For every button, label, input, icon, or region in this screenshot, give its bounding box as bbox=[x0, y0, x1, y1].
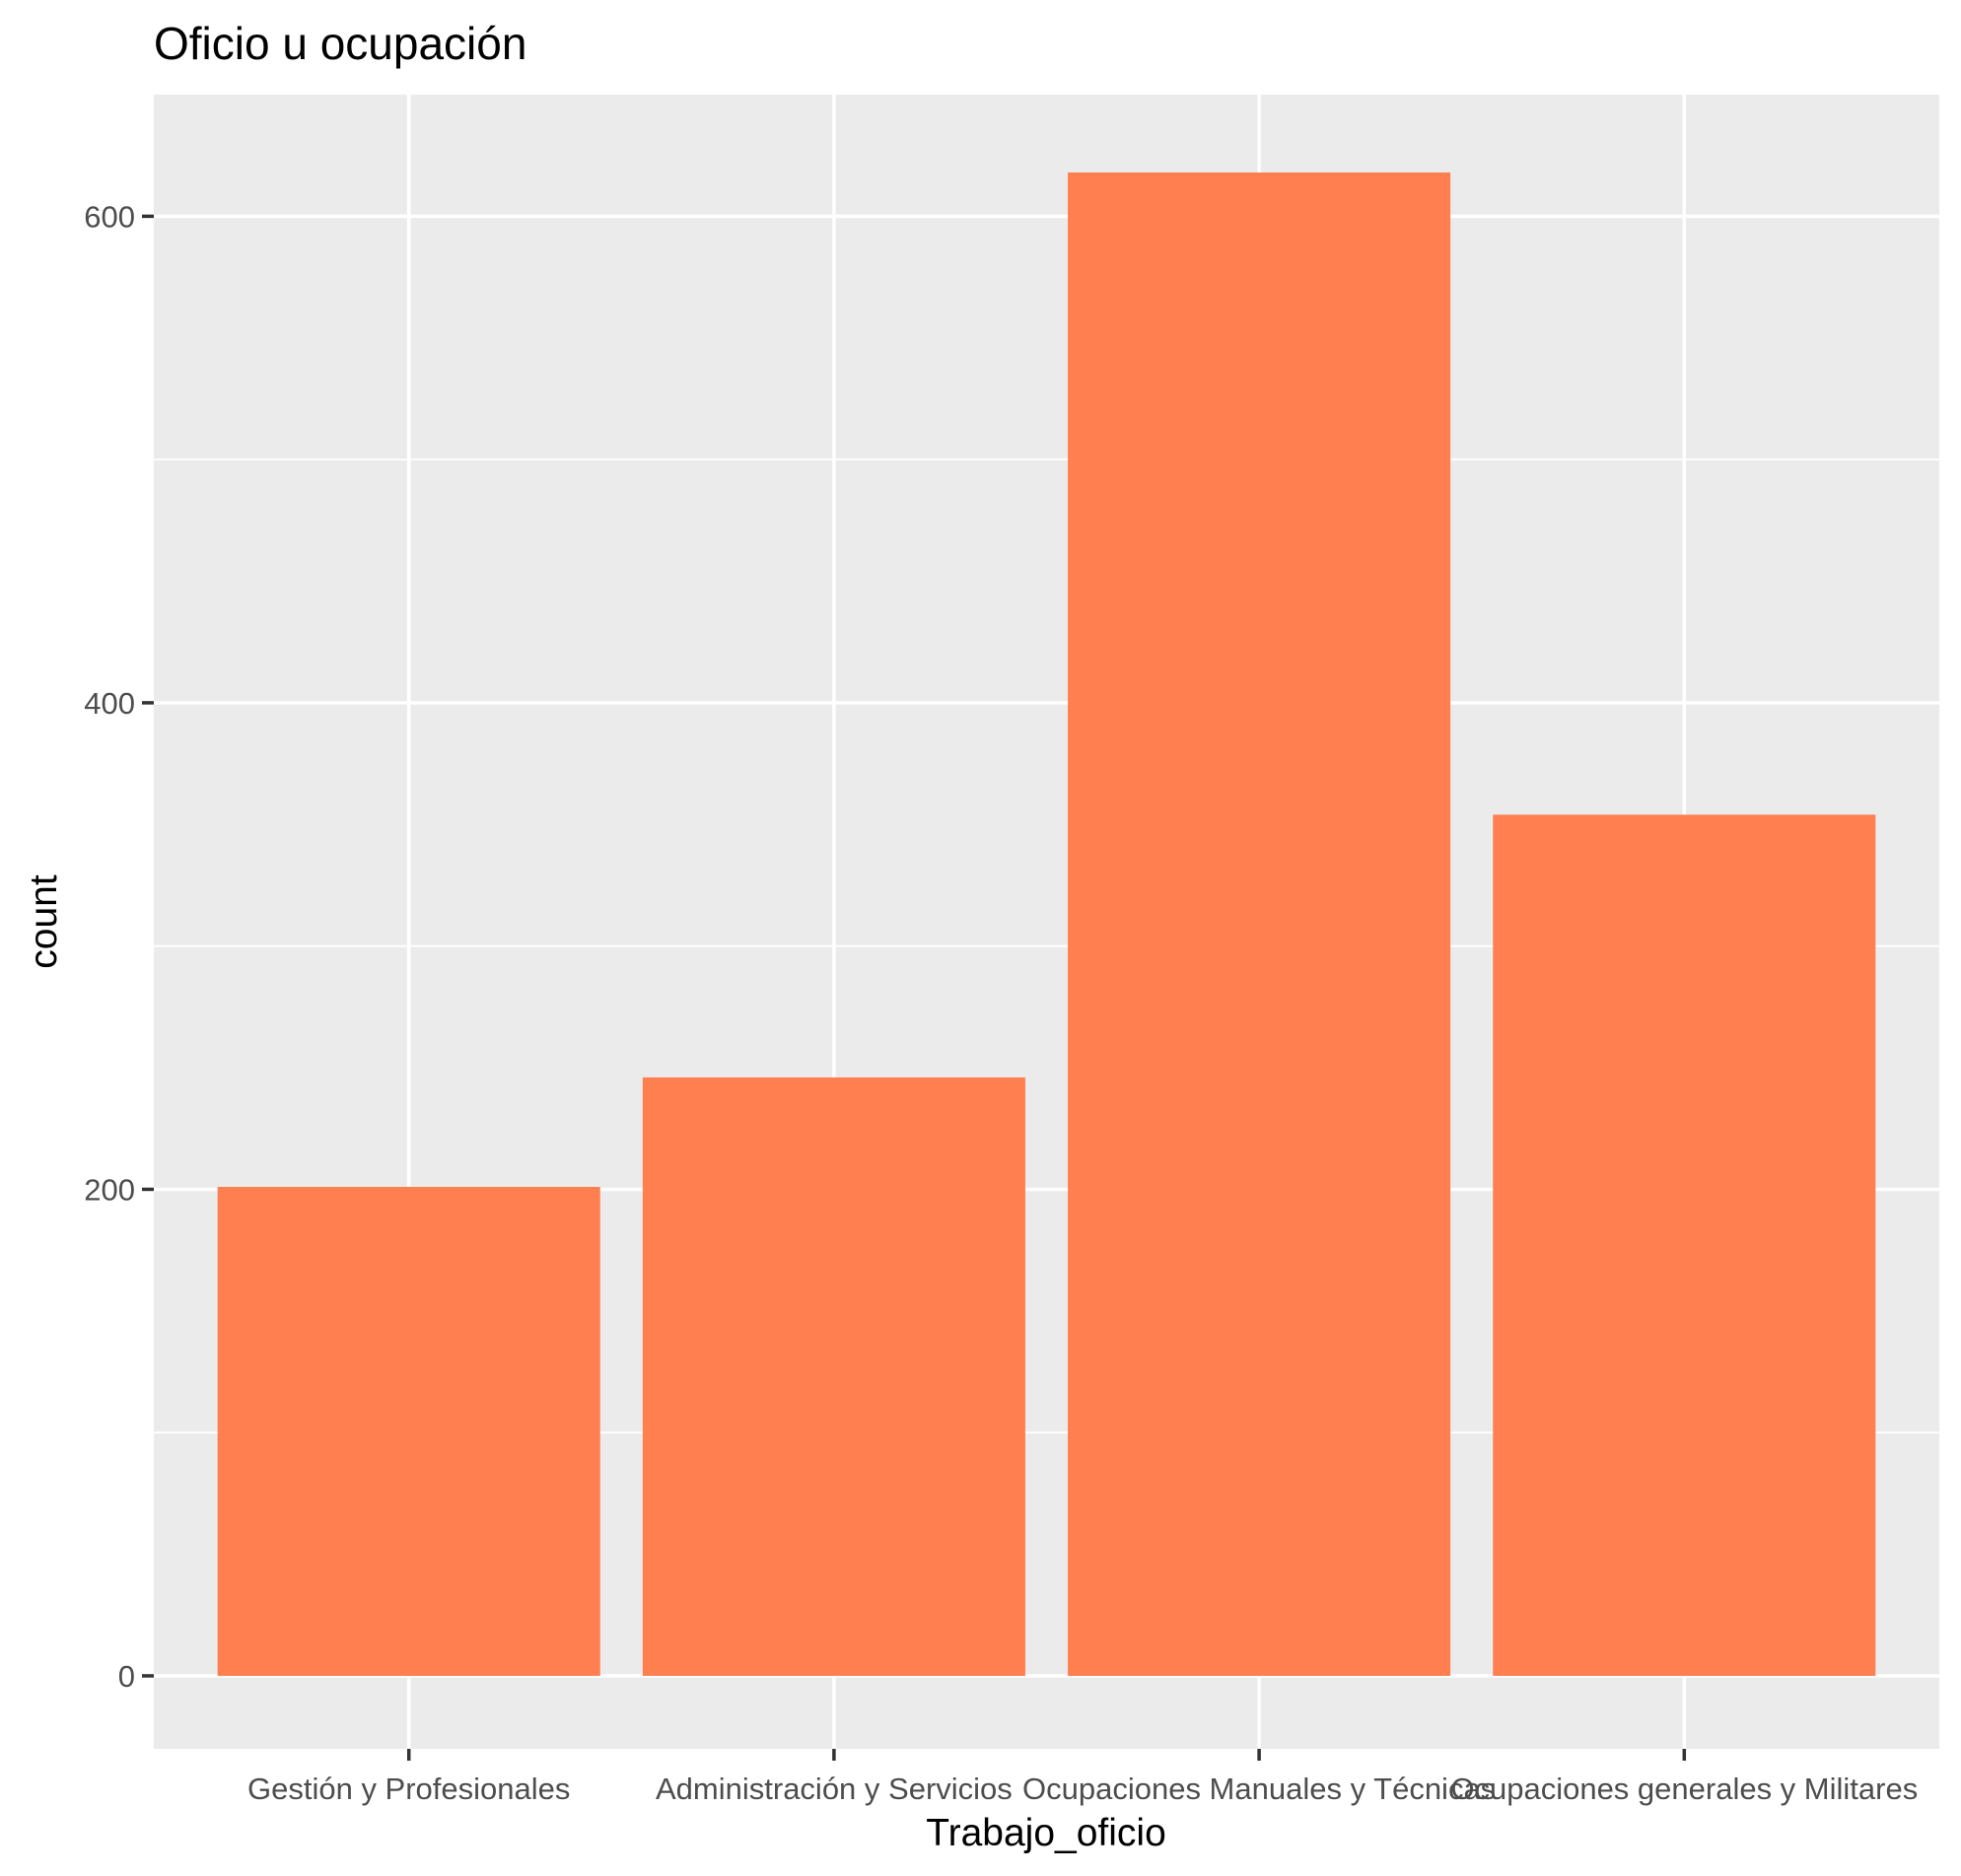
bars bbox=[217, 172, 1876, 1676]
chart-title: Oficio u ocupación bbox=[154, 18, 526, 69]
bar bbox=[1493, 814, 1876, 1676]
x-tick-label: Administración y Servicios bbox=[656, 1772, 1013, 1806]
bar bbox=[217, 1186, 600, 1676]
bar bbox=[642, 1077, 1025, 1676]
y-axis: 0 200 400 600 bbox=[84, 199, 154, 1694]
y-tick-label: 200 bbox=[84, 1172, 135, 1207]
x-tick-label: Gestión y Profesionales bbox=[247, 1772, 570, 1806]
y-tick-label: 400 bbox=[84, 686, 135, 721]
y-tick-label: 0 bbox=[118, 1659, 135, 1694]
x-tick-label: Ocupaciones generales y Militares bbox=[1450, 1772, 1918, 1806]
bar bbox=[1068, 172, 1451, 1676]
y-axis-title: count bbox=[23, 874, 65, 969]
x-axis: Gestión y Profesionales Administración y … bbox=[247, 1749, 1918, 1806]
x-axis-title: Trabajo_oficio bbox=[926, 1812, 1166, 1854]
x-tick-label: Ocupaciones Manuales y Técnicas bbox=[1022, 1772, 1496, 1806]
y-tick-label: 600 bbox=[84, 199, 135, 234]
